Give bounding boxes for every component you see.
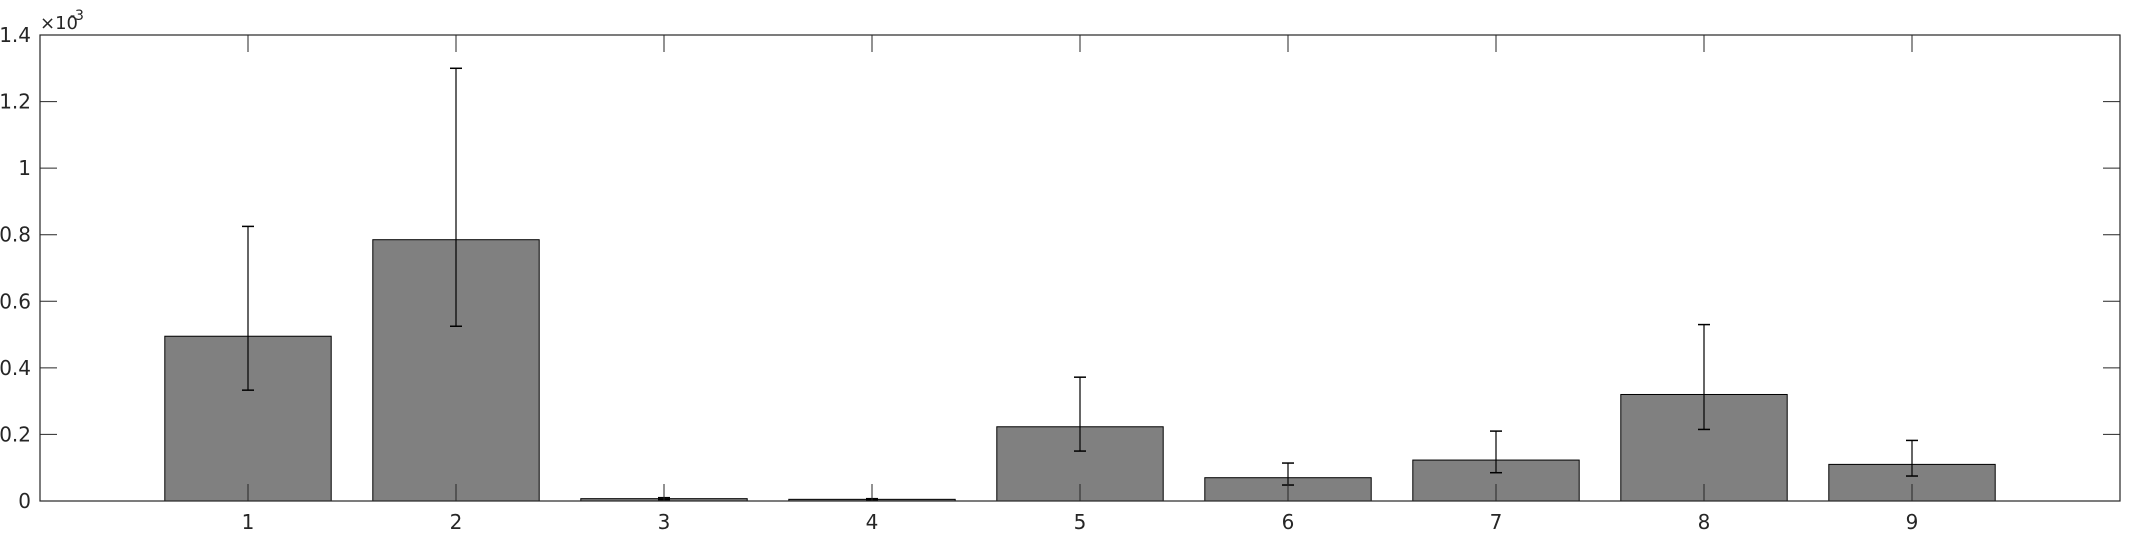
y-axis: 0 0.2 0.4 0.6 0.8 1 1.2 1.4 bbox=[0, 23, 2120, 513]
y-exponent-power: -3 bbox=[70, 8, 84, 24]
x-tick-label-3: 3 bbox=[658, 510, 671, 533]
y-exponent-base: ×10 bbox=[40, 13, 78, 34]
y-tick-label-6: 1.2 bbox=[0, 90, 31, 114]
x-axis: 1 2 3 4 5 6 7 8 9 bbox=[242, 35, 1919, 533]
y-tick-label-5: 1 bbox=[18, 156, 31, 180]
y-tick-label-1: 0.2 bbox=[0, 422, 31, 446]
x-tick-label-6: 6 bbox=[1282, 510, 1295, 533]
bars-group bbox=[164, 239, 1996, 502]
y-tick-label-0: 0 bbox=[18, 489, 31, 513]
x-tick-label-7: 7 bbox=[1490, 510, 1503, 533]
y-tick-label-4: 0.8 bbox=[0, 223, 31, 247]
x-tick-label-9: 9 bbox=[1906, 510, 1919, 533]
x-tick-label-8: 8 bbox=[1698, 510, 1711, 533]
y-tick-label-2: 0.4 bbox=[0, 356, 31, 380]
x-tick-label-5: 5 bbox=[1074, 510, 1087, 533]
x-tick-label-2: 2 bbox=[450, 510, 463, 533]
y-tick-label-3: 0.6 bbox=[0, 289, 31, 313]
x-tick-label-1: 1 bbox=[242, 510, 255, 533]
x-tick-label-4: 4 bbox=[866, 510, 879, 533]
y-tick-label-7: 1.4 bbox=[0, 23, 31, 47]
